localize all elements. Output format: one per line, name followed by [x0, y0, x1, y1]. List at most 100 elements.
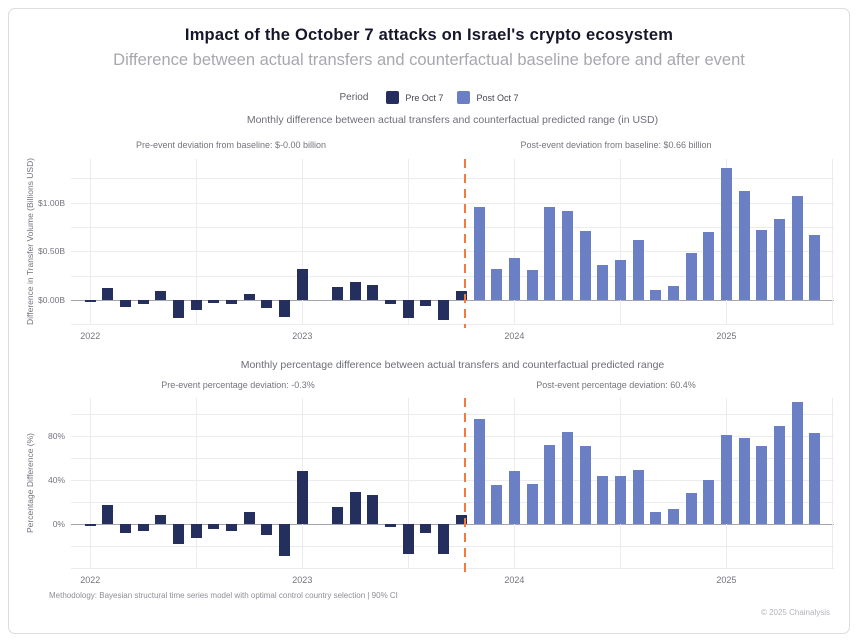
bar-2024-06: [597, 475, 609, 524]
bar-2024-10: [667, 285, 679, 301]
bar-2023-03: [332, 507, 344, 524]
bar-2025-06: [809, 432, 821, 524]
y-tick-label: $0.50B: [38, 246, 65, 257]
bar-2024-03: [544, 444, 556, 524]
bar-2024-04: [561, 431, 573, 524]
page-title: Impact of the October 7 attacks on Israe…: [184, 26, 674, 44]
bar-2023-09: [438, 300, 450, 321]
bar-2023-04: [349, 492, 361, 524]
bar-2024-07: [614, 475, 626, 524]
v-gridline: [196, 398, 198, 568]
chart-2-post-annotation: Post-event percentage deviation: 60.4%: [536, 380, 696, 390]
bar-2022-09: [226, 300, 238, 305]
y-tick-label: 40%: [47, 474, 65, 485]
bar-2023-01: [296, 471, 308, 524]
bar-2022-02: [102, 287, 114, 301]
bar-2024-12: [703, 479, 715, 524]
y-tick-label: $1.00B: [38, 197, 65, 208]
legend-item-post: Post Oct 7: [457, 91, 518, 104]
chart-2-plot-area: [71, 398, 834, 572]
legend-item-label: Post Oct 7: [476, 92, 519, 103]
bar-2024-12: [703, 231, 715, 301]
v-gridline: [832, 398, 834, 568]
bar-2022-01: [84, 523, 96, 527]
bar-2022-04: [137, 300, 149, 305]
bar-2024-02: [526, 484, 538, 524]
v-gridline: [408, 159, 410, 324]
bar-2024-01: [508, 471, 520, 524]
y-tick-label: $0.00B: [38, 295, 65, 306]
v-gridline: [620, 159, 622, 324]
bar-2023-11: [473, 207, 485, 301]
y-tick-label: 0%: [52, 518, 65, 529]
h-gridline: [71, 251, 834, 253]
chart-2-pre-annotation: Pre-event percentage deviation: -0.3%: [161, 380, 315, 390]
bar-2025-04: [773, 426, 785, 524]
bar-2024-09: [650, 511, 662, 524]
bar-2024-11: [685, 493, 697, 524]
bar-2024-08: [632, 470, 644, 524]
bar-2023-05: [367, 495, 379, 524]
post-oct7-swatch: [457, 91, 471, 104]
event-date-line: [463, 398, 467, 572]
bar-2025-04: [773, 219, 785, 301]
bar-2022-10: [243, 511, 255, 524]
chart-2-title: Monthly percentage difference between ac…: [240, 359, 665, 371]
bar-2022-07: [190, 300, 202, 311]
h-gridline: [71, 501, 834, 503]
legend-item-label: Pre Oct 7: [405, 92, 444, 103]
x-tick-label: 2023: [292, 575, 313, 585]
y-tick-label: 80%: [47, 430, 65, 441]
v-gridline: [196, 159, 198, 324]
bar-2024-01: [508, 258, 520, 301]
h-gridline: [71, 457, 834, 459]
bar-2023-07: [402, 523, 414, 554]
bar-2022-03: [120, 300, 132, 308]
bar-2025-02: [738, 438, 750, 524]
h-gridline: [71, 413, 834, 415]
bar-2024-11: [685, 253, 697, 301]
zero-axis-line: [71, 300, 834, 302]
event-date-line: [463, 159, 467, 328]
bar-2022-06: [173, 300, 185, 319]
bar-2025-05: [791, 401, 803, 524]
pre-oct7-swatch: [386, 91, 400, 104]
x-tick-label: 2022: [80, 331, 101, 341]
v-gridline: [408, 398, 410, 568]
h-gridline: [71, 545, 834, 547]
zero-axis-line: [71, 523, 834, 525]
period-legend: Period Pre Oct 7 Post Oct 7: [9, 91, 849, 104]
bar-2023-08: [420, 300, 432, 307]
bar-2023-11: [473, 419, 485, 524]
bar-2023-06: [385, 300, 397, 305]
bar-2022-11: [261, 523, 273, 535]
chart-1-pre-annotation: Pre-event deviation from baseline: $-0.0…: [135, 140, 327, 150]
chart-card: Impact of the October 7 attacks on Israe…: [8, 8, 850, 634]
bar-2023-12: [491, 485, 503, 524]
h-gridline: [71, 178, 834, 179]
bar-2024-06: [597, 265, 609, 301]
page-subtitle: Difference between actual transfers and …: [113, 51, 745, 69]
bar-2022-07: [190, 523, 202, 539]
v-gridline: [90, 159, 92, 324]
bar-2022-08: [208, 523, 220, 530]
bar-2024-04: [561, 211, 573, 301]
bar-2025-02: [738, 190, 750, 301]
bar-2023-01: [296, 269, 308, 301]
bar-2022-12: [279, 523, 291, 556]
bar-2022-09: [226, 523, 238, 531]
bar-2025-01: [720, 434, 732, 524]
bar-2025-01: [720, 168, 732, 301]
x-tick-label: 2023: [292, 331, 313, 341]
bar-2024-09: [650, 289, 662, 301]
bar-2023-08: [420, 523, 432, 533]
copyright-note: © 2025 Chainalysis: [760, 608, 830, 617]
bar-2022-12: [279, 300, 291, 318]
h-gridline: [71, 275, 834, 277]
x-tick-label: 2024: [504, 331, 525, 341]
bar-2024-05: [579, 445, 591, 524]
legend-item-pre: Pre Oct 7: [386, 91, 443, 104]
x-tick-label: 2024: [504, 575, 525, 585]
bar-2022-10: [243, 293, 255, 301]
